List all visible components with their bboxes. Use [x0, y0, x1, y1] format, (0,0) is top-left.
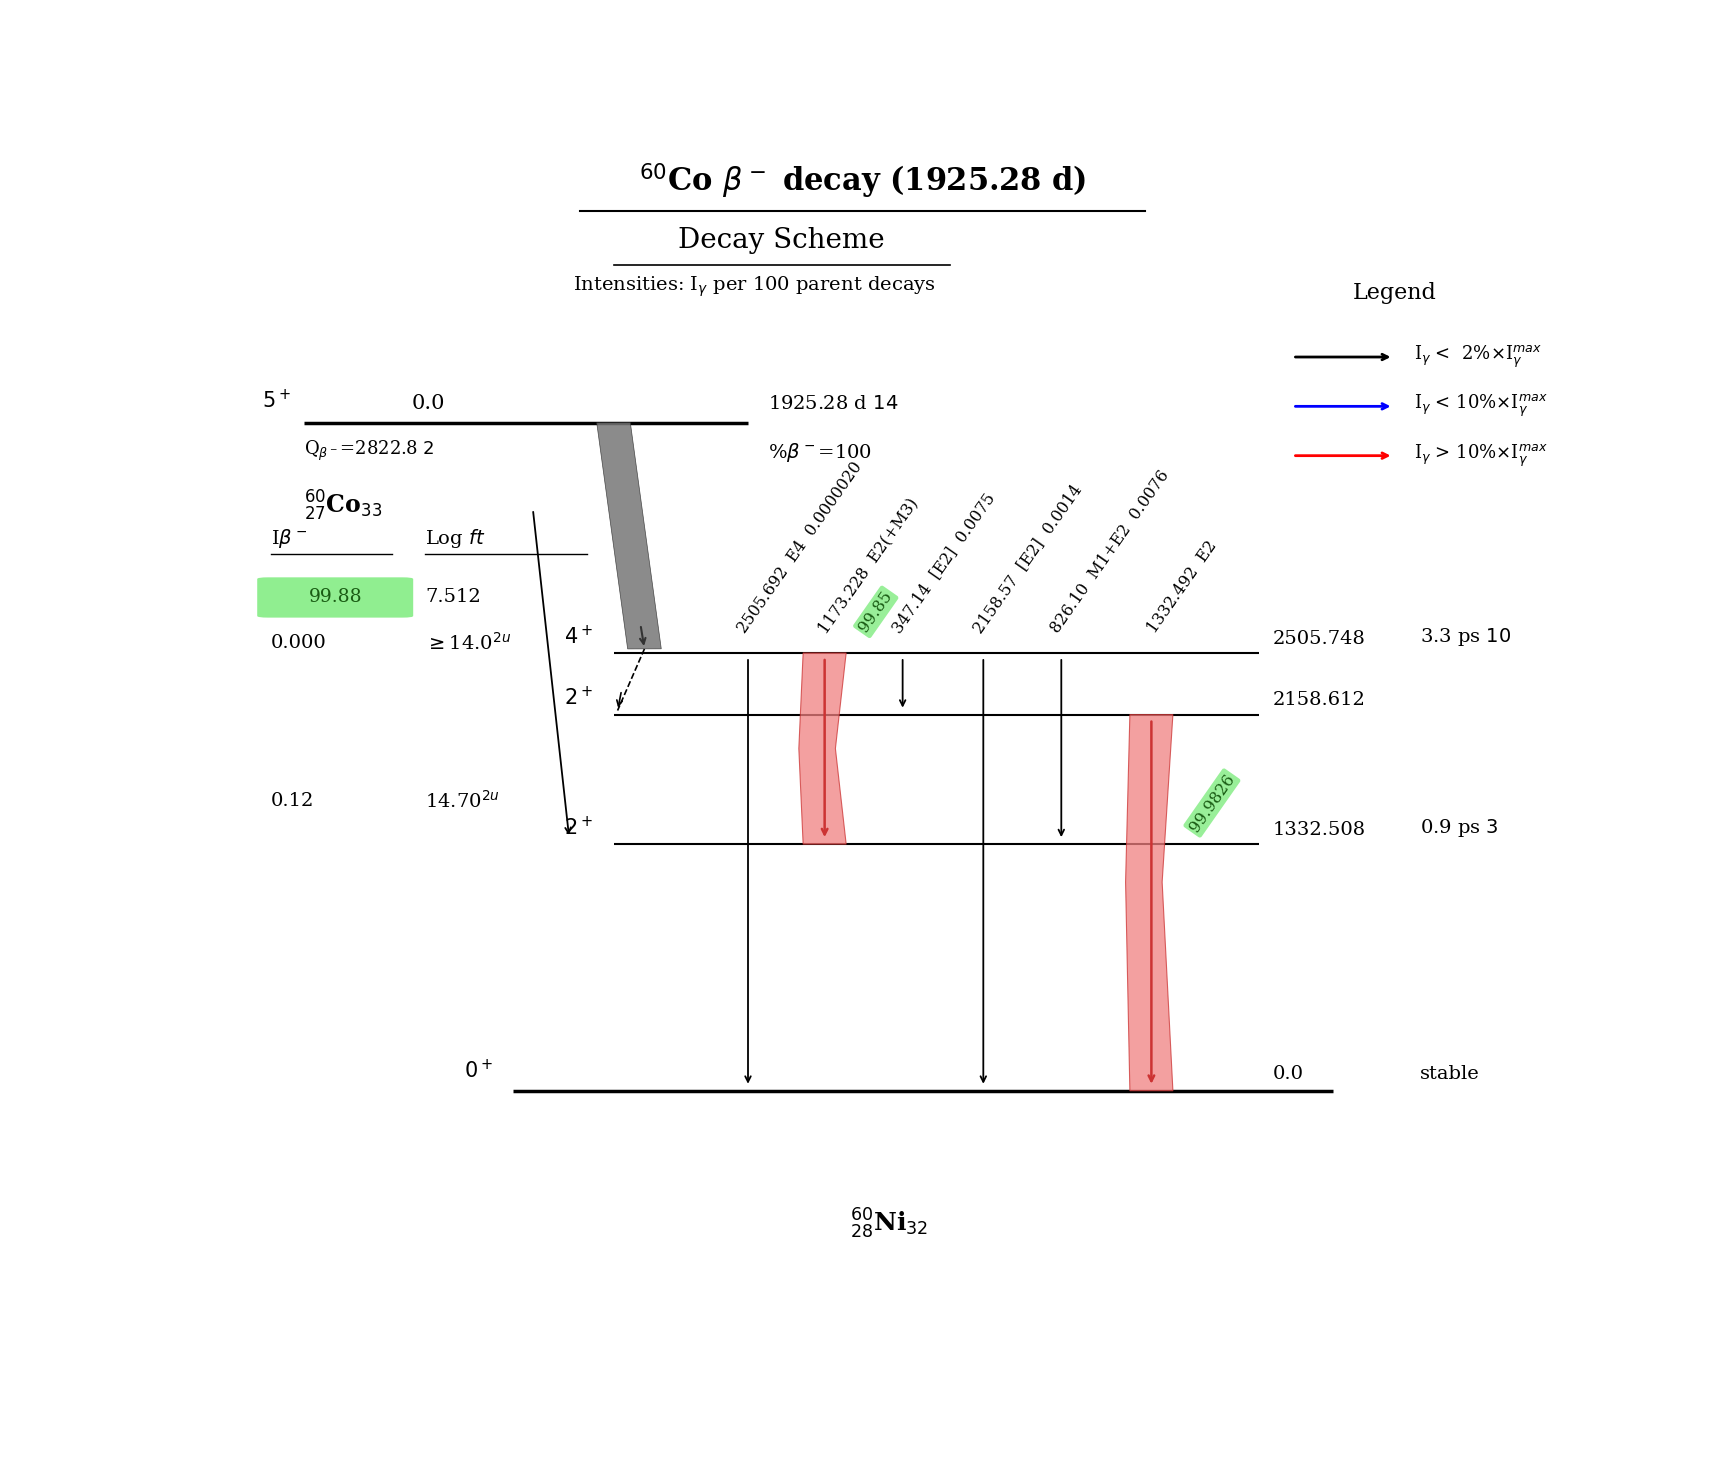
Text: $2^+$: $2^+$: [564, 816, 593, 840]
Text: Log $\mathit{ft}$: Log $\mathit{ft}$: [425, 527, 486, 550]
Text: 1925.28 d $\mathit{14}$: 1925.28 d $\mathit{14}$: [769, 395, 899, 413]
Text: 2505.748: 2505.748: [1272, 630, 1365, 647]
Text: $\geq$14.0$^{2u}$: $\geq$14.0$^{2u}$: [425, 631, 512, 653]
Text: $0^+$: $0^+$: [463, 1060, 493, 1082]
Text: $^{60}_{28}$Ni$_{32}$: $^{60}_{28}$Ni$_{32}$: [850, 1207, 928, 1242]
Polygon shape: [1126, 715, 1173, 1091]
Text: 2158.57  [E2]  0.0014: 2158.57 [E2] 0.0014: [970, 482, 1084, 637]
Polygon shape: [597, 423, 661, 649]
Text: Q$_{\beta^-}$=2822.8 $\mathit{2}$: Q$_{\beta^-}$=2822.8 $\mathit{2}$: [304, 439, 435, 464]
Text: 0.0: 0.0: [411, 393, 446, 413]
Text: 1332.508: 1332.508: [1272, 821, 1365, 840]
Text: $4^+$: $4^+$: [564, 624, 593, 647]
Text: I$_{\gamma}$ <  2%$\times$I$_{\gamma}^{max}$: I$_{\gamma}$ < 2%$\times$I$_{\gamma}^{ma…: [1414, 344, 1542, 370]
Text: I$\beta^-$: I$\beta^-$: [271, 527, 307, 550]
Text: 1332.492  E2: 1332.492 E2: [1143, 537, 1220, 637]
Text: 2158.612: 2158.612: [1272, 691, 1365, 709]
Text: Decay Scheme: Decay Scheme: [678, 228, 885, 254]
Text: I$_{\gamma}$ < 10%$\times$I$_{\gamma}^{max}$: I$_{\gamma}$ < 10%$\times$I$_{\gamma}^{m…: [1414, 393, 1548, 420]
Text: 99.88: 99.88: [309, 589, 363, 606]
Text: 0.000: 0.000: [271, 634, 326, 652]
Text: 2505.692  E4  0.0000020: 2505.692 E4 0.0000020: [734, 459, 866, 637]
Text: $5^+$: $5^+$: [262, 389, 291, 413]
Text: 99.9826: 99.9826: [1185, 771, 1239, 835]
Text: 3.3 ps $\mathit{10}$: 3.3 ps $\mathit{10}$: [1421, 625, 1511, 647]
Text: %$\beta^-$=100: %$\beta^-$=100: [769, 442, 873, 464]
Text: Intensities: I$_{\gamma}$ per 100 parent decays: Intensities: I$_{\gamma}$ per 100 parent…: [573, 275, 937, 299]
Text: I$_{\gamma}$ > 10%$\times$I$_{\gamma}^{max}$: I$_{\gamma}$ > 10%$\times$I$_{\gamma}^{m…: [1414, 442, 1548, 468]
FancyBboxPatch shape: [257, 577, 413, 618]
Text: 0.0: 0.0: [1272, 1064, 1303, 1082]
Polygon shape: [798, 653, 847, 844]
Text: 826.10  M1+E2  0.0076: 826.10 M1+E2 0.0076: [1048, 467, 1173, 637]
Text: $^{60}_{27}$Co$_{33}$: $^{60}_{27}$Co$_{33}$: [304, 489, 383, 523]
Text: 99.85: 99.85: [855, 589, 895, 636]
Text: 1173.228  E2(+M3): 1173.228 E2(+M3): [815, 495, 921, 637]
Text: 0.9 ps $\mathit{3}$: 0.9 ps $\mathit{3}$: [1421, 818, 1499, 840]
Text: 347.14  [E2]  0.0075: 347.14 [E2] 0.0075: [888, 490, 998, 637]
Text: 0.12: 0.12: [271, 791, 314, 810]
Text: Legend: Legend: [1353, 282, 1437, 304]
Text: stable: stable: [1421, 1064, 1480, 1082]
Text: $2^+$: $2^+$: [564, 686, 593, 709]
Text: $^{60}$Co $\beta^-$ decay (1925.28 d): $^{60}$Co $\beta^-$ decay (1925.28 d): [638, 161, 1086, 201]
Text: 14.70$^{2u}$: 14.70$^{2u}$: [425, 790, 500, 812]
Text: 7.512: 7.512: [425, 589, 481, 606]
